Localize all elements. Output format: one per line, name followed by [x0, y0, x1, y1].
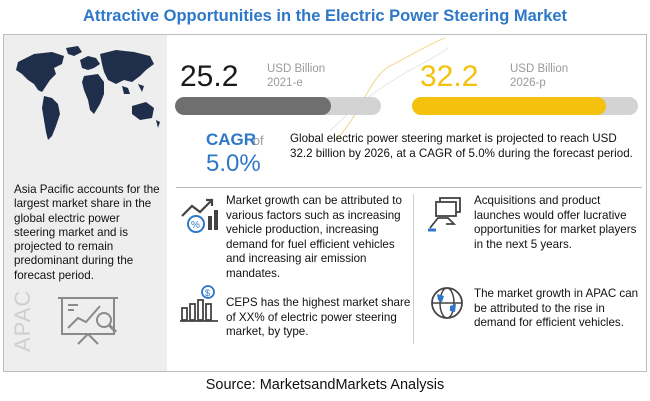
item-apac-growth-text: The market growth in APAC can be attribu… [474, 287, 639, 330]
handshake-money-icon: $ [428, 197, 461, 232]
value-2026: 32.2 [420, 60, 479, 93]
svg-text:%: % [191, 220, 200, 231]
unit-2021-currency: USD Billion [267, 63, 326, 75]
page-title: Attractive Opportunities in the Electric… [82, 7, 568, 25]
section-divider [176, 187, 642, 188]
analytics-board-icon [58, 297, 118, 345]
unit-2026-year: 2026-p [510, 77, 546, 89]
apac-vertical-label: APAC [10, 290, 72, 378]
growth-percent-icon: % [181, 198, 218, 233]
cagr-of: of [253, 134, 264, 148]
bar-chart-dollar-icon: $ [180, 285, 218, 322]
unit-2026: USD Billion 2026-p [510, 62, 568, 90]
source-note: Source: MarketsandMarkets Analysis [205, 377, 445, 393]
bar-2021-fill [175, 97, 331, 115]
unit-2021-year: 2021-e [267, 77, 303, 89]
bar-2026-fill [412, 97, 607, 115]
cagr-value: 5.0% [206, 150, 261, 177]
bar-2026 [412, 97, 638, 115]
world-map-icon [16, 46, 160, 140]
bar-2021 [175, 97, 381, 115]
unit-2021: USD Billion 2021-e [267, 62, 325, 90]
value-2021: 25.2 [180, 60, 239, 93]
apac-summary-text: Asia Pacific accounts for the largest ma… [14, 183, 160, 282]
item-market-growth-text: Market growth can be attributed to vario… [226, 194, 402, 280]
unit-2026-currency: USD Billion [510, 63, 569, 75]
svg-text:$: $ [205, 288, 210, 298]
item-acquisitions-text: Acquisitions and product launches would … [474, 194, 637, 251]
cagr-label: CAGR [206, 130, 257, 149]
globe-icon [431, 287, 463, 319]
cagr-description: Global electric power steering market is… [290, 132, 633, 160]
column-divider [413, 194, 414, 344]
item-ceps-text: CEPS has the highest market share of XX%… [226, 296, 411, 339]
apac-label-text: APAC [10, 289, 35, 352]
